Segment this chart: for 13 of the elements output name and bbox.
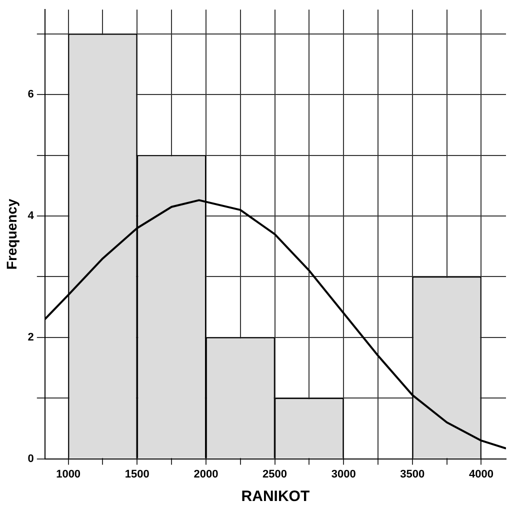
y-tick-label: 4 <box>28 210 35 222</box>
x-tick-label: 2000 <box>194 468 218 480</box>
x-tick-label: 4000 <box>468 468 494 480</box>
x-axis-title: RANIKOT <box>241 488 310 506</box>
y-tick-label: 6 <box>28 88 34 101</box>
x-tick-label: 2500 <box>262 468 288 480</box>
y-axis-title: Frequency <box>3 198 20 270</box>
x-tick-label: 3000 <box>331 468 356 480</box>
y-tick-label: 0 <box>28 452 34 465</box>
y-tick-label: 2 <box>28 331 34 344</box>
x-tick-label: 1000 <box>56 468 81 480</box>
x-tick-label: 3500 <box>400 468 425 480</box>
x-tick-label: 1500 <box>124 468 150 480</box>
